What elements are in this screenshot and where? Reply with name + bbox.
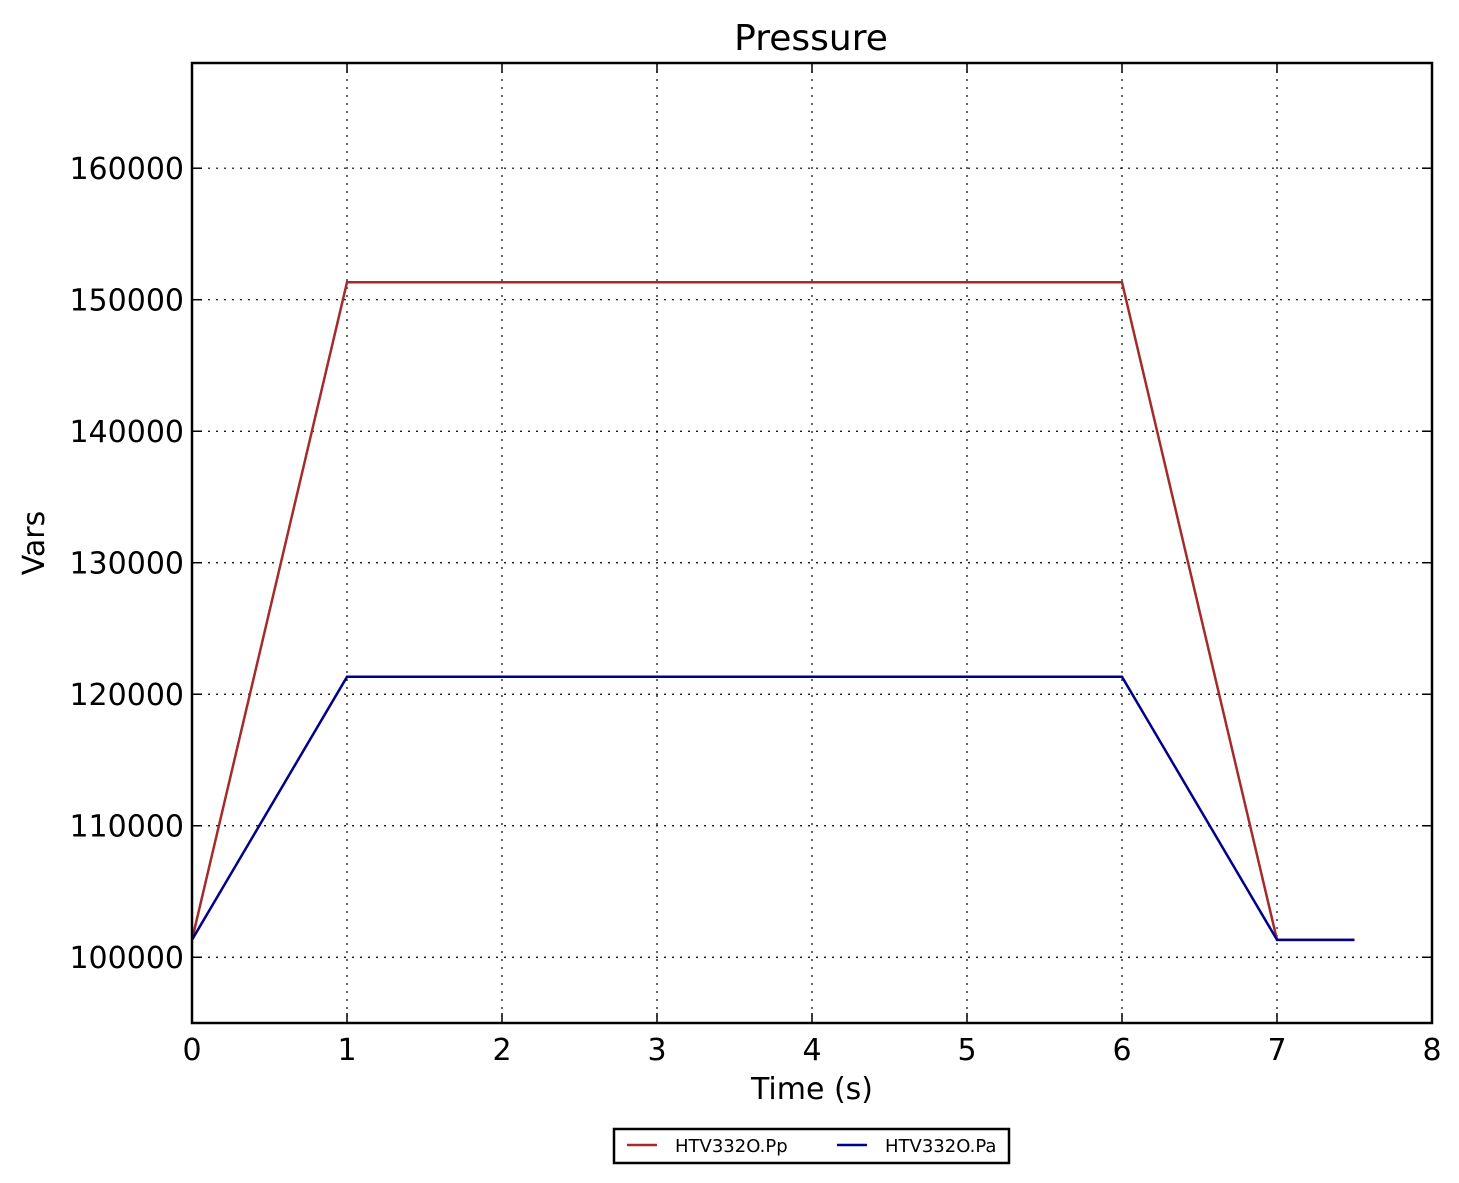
legend-label-pp: HTV332O.Pp bbox=[675, 1136, 788, 1157]
x-axis-label: Time (s) bbox=[750, 1072, 873, 1107]
y-tick-label: 100000 bbox=[69, 941, 184, 976]
x-tick-label: 2 bbox=[492, 1033, 511, 1068]
legend-label-pa: HTV332O.Pa bbox=[885, 1136, 996, 1157]
series-line-HTV332O.Pp bbox=[190, 281, 1355, 942]
grid bbox=[192, 63, 1432, 1023]
y-tick-label: 150000 bbox=[69, 284, 184, 319]
x-tick-label: 6 bbox=[1112, 1033, 1131, 1068]
y-tick-label: 110000 bbox=[69, 810, 184, 845]
y-tick-label: 160000 bbox=[69, 152, 184, 187]
x-tick-label: 3 bbox=[647, 1033, 666, 1068]
x-tick-label: 5 bbox=[957, 1033, 976, 1068]
y-tick-label: 120000 bbox=[69, 678, 184, 713]
y-tick-label: 140000 bbox=[69, 415, 184, 450]
x-tick-label: 4 bbox=[802, 1033, 821, 1068]
y-axis-label: Vars bbox=[17, 511, 52, 576]
series-line-HTV332O.Pa bbox=[190, 675, 1355, 942]
series-lines bbox=[190, 281, 1355, 942]
x-tick-label: 0 bbox=[182, 1033, 201, 1068]
x-tick-label: 8 bbox=[1422, 1033, 1441, 1068]
axis-ticks: 0 1 2 3 4 5 6 7 8 100000 110000 120000 130000 140000 1… bbox=[69, 63, 1442, 1068]
legend: HTV332O.Pp HTV332O.Pa bbox=[612, 1127, 1011, 1165]
chart-title: Pressure bbox=[734, 18, 888, 59]
legend-box bbox=[612, 1127, 1011, 1165]
x-tick-label: 7 bbox=[1267, 1033, 1286, 1068]
x-tick-label: 1 bbox=[337, 1033, 356, 1068]
y-tick-label: 130000 bbox=[69, 547, 184, 582]
